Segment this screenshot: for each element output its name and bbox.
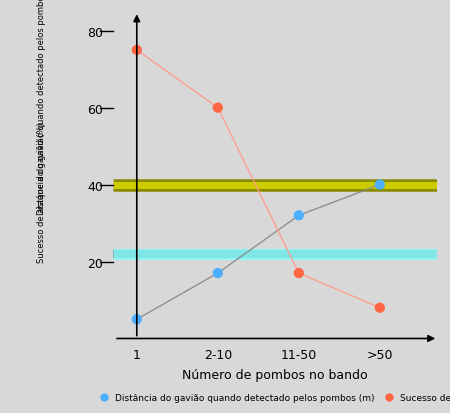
Point [133,47,140,54]
Point [214,270,221,277]
Text: Sucesso de ataque do gavião (%): Sucesso de ataque do gavião (%) [37,122,46,262]
Legend: Distância do gavião quando detectado pelos pombos (m), Sucesso de ataque do gavi: Distância do gavião quando detectado pel… [91,390,450,406]
Point [376,305,383,311]
Point [214,105,221,112]
Text: Distância do gavião quando detectado pelos pombos (m): Distância do gavião quando detectado pel… [37,0,46,214]
Point [133,316,140,323]
Point [295,270,302,277]
Point [376,182,383,188]
X-axis label: Número de pombos no bando: Número de pombos no bando [182,368,367,381]
Point [295,213,302,219]
